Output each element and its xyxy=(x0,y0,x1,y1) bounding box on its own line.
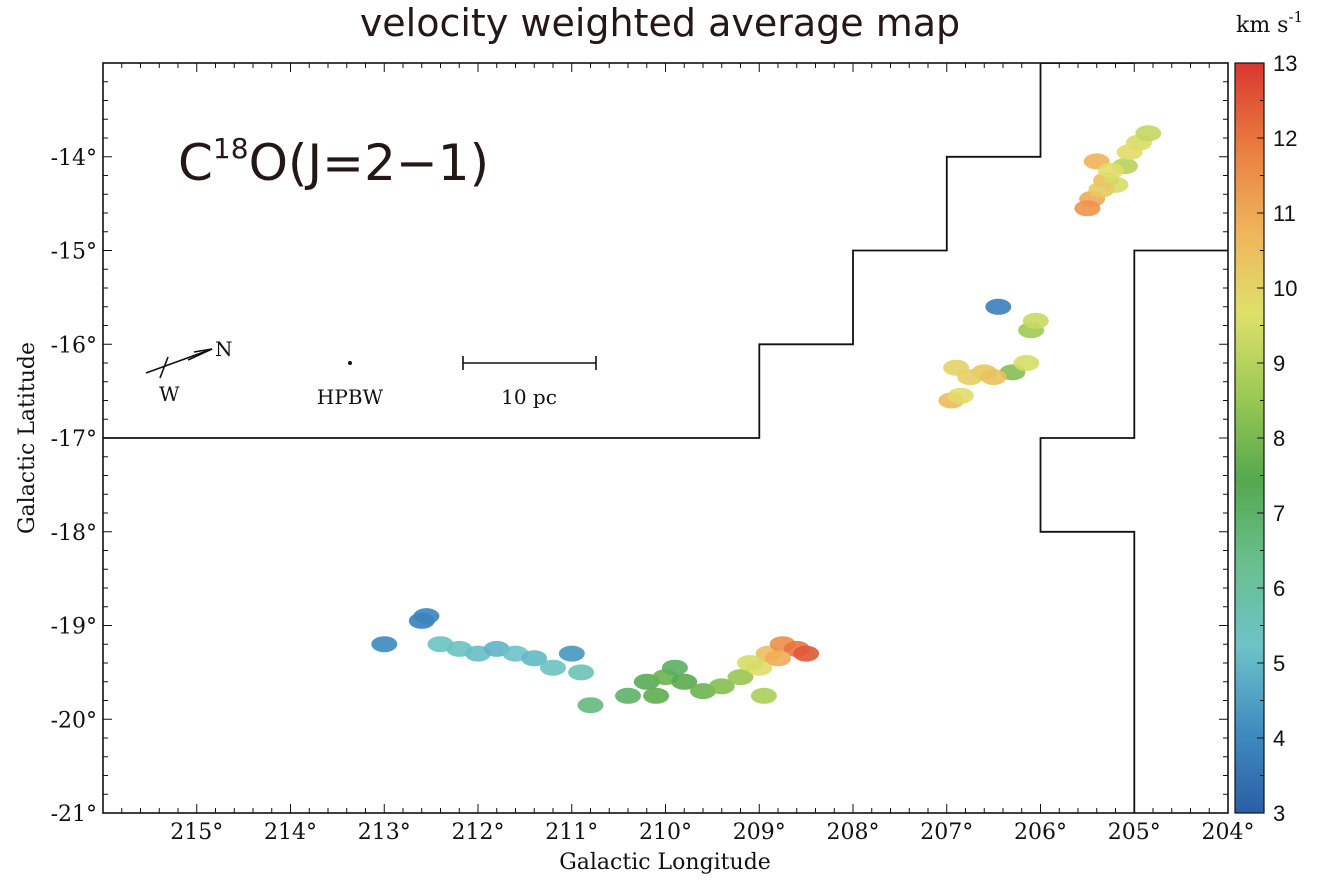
clump-21 xyxy=(980,369,1007,386)
clump-42 xyxy=(643,687,670,704)
y-tick-label: -15° xyxy=(51,240,97,265)
scale-bar-label: 10 pc xyxy=(501,385,557,409)
y-tick-label: -18° xyxy=(51,521,97,546)
clump-10 xyxy=(1097,162,1124,179)
molecule-prefix: C xyxy=(178,134,213,192)
colorbar-tick-label: 7 xyxy=(1273,501,1285,526)
clump-43 xyxy=(661,659,688,676)
colorbar-tick-label: 3 xyxy=(1273,801,1285,826)
x-axis-ticks: 215° 214° 213° 212° 211° 210° 209° 208° 207° 206°… xyxy=(102,63,1255,845)
boundary-line-0 xyxy=(103,63,1135,439)
clump-38 xyxy=(671,673,698,690)
compass-west-label: W xyxy=(159,382,180,406)
beam-label: HPBW xyxy=(317,385,384,409)
clump-20 xyxy=(947,387,974,404)
compass-arrows: N W xyxy=(145,337,233,406)
velocity-clumps xyxy=(371,125,1162,714)
clump-11 xyxy=(985,298,1012,315)
x-axis-label: Galactic Longitude xyxy=(559,850,771,875)
y-tick-label: -17° xyxy=(51,427,97,452)
clump-15 xyxy=(1013,355,1040,371)
molecule-label: C18O(J=2−1) xyxy=(178,132,489,192)
x-tick-label: 215° xyxy=(170,820,223,845)
scale-bar: 10 pc xyxy=(462,356,597,409)
clump-33 xyxy=(540,659,566,676)
beam-indicator: HPBW xyxy=(317,361,384,409)
x-tick-label: 212° xyxy=(452,820,505,845)
colorbar-unit: km s-1 xyxy=(1236,8,1303,38)
y-axis-ticks: -14° -15° -16° -17° -18° -19° -20° -21° xyxy=(51,62,1228,827)
clump-51 xyxy=(750,687,777,704)
colorbar-tick-label: 6 xyxy=(1273,576,1285,601)
colorbar-tick-label: 4 xyxy=(1273,726,1285,751)
clump-50 xyxy=(736,655,763,671)
colorbar-tick-label: 9 xyxy=(1273,351,1285,376)
clump-41 xyxy=(727,669,754,686)
y-axis-label: Galactic Latitude xyxy=(15,342,40,534)
clump-48 xyxy=(793,645,820,662)
clump-31 xyxy=(558,645,585,662)
colorbar-tick-label: 11 xyxy=(1273,201,1296,226)
x-tick-label: 207° xyxy=(920,820,973,845)
chart-title: velocity weighted average map xyxy=(360,1,960,45)
boundary-line-1 xyxy=(1039,249,1228,813)
clump-5 xyxy=(1074,200,1101,217)
x-tick-label: 214° xyxy=(264,820,317,845)
clump-35 xyxy=(615,687,641,704)
y-tick-label: -14° xyxy=(51,146,97,171)
clump-8 xyxy=(1116,144,1143,161)
y-tick-label: -16° xyxy=(51,333,97,358)
clump-23 xyxy=(413,608,440,625)
clump-24 xyxy=(371,636,398,653)
x-tick-label: 204° xyxy=(1202,820,1255,845)
x-tick-label: 211° xyxy=(545,820,598,845)
molecule-suffix: O(J=2−1) xyxy=(249,134,490,192)
molecule-isotope: 18 xyxy=(213,132,249,165)
colorbar-tick-label: 8 xyxy=(1273,426,1285,451)
clump-49 xyxy=(765,650,791,667)
survey-boundary xyxy=(103,63,1228,813)
y-tick-label: -21° xyxy=(51,802,97,827)
clump-40 xyxy=(708,678,735,695)
y-tick-label: -19° xyxy=(51,615,97,640)
x-tick-label: 208° xyxy=(827,820,880,845)
clump-7 xyxy=(1135,125,1162,142)
colorbar-ticks: 3 4 5 6 7 8 9 10 11 12 13 xyxy=(1257,51,1297,826)
clump-9 xyxy=(1088,181,1115,198)
y-tick-label: -20° xyxy=(51,708,97,733)
compass-north-label: N xyxy=(215,337,233,361)
colorbar-tick-label: 13 xyxy=(1273,51,1297,76)
clump-18 xyxy=(943,359,970,376)
clump-34 xyxy=(577,697,604,714)
x-tick-label: 210° xyxy=(639,820,692,845)
x-tick-label: 205° xyxy=(1108,820,1161,845)
colorbar-tick-label: 5 xyxy=(1273,651,1285,676)
colorbar-tick-label: 10 xyxy=(1273,276,1297,301)
clump-13 xyxy=(1022,312,1049,329)
x-tick-label: 213° xyxy=(358,820,411,845)
clump-30 xyxy=(521,650,548,667)
x-tick-label: 206° xyxy=(1014,820,1067,845)
x-tick-label: 209° xyxy=(733,820,786,845)
clump-32 xyxy=(568,664,595,681)
colorbar-tick-label: 12 xyxy=(1273,126,1297,151)
